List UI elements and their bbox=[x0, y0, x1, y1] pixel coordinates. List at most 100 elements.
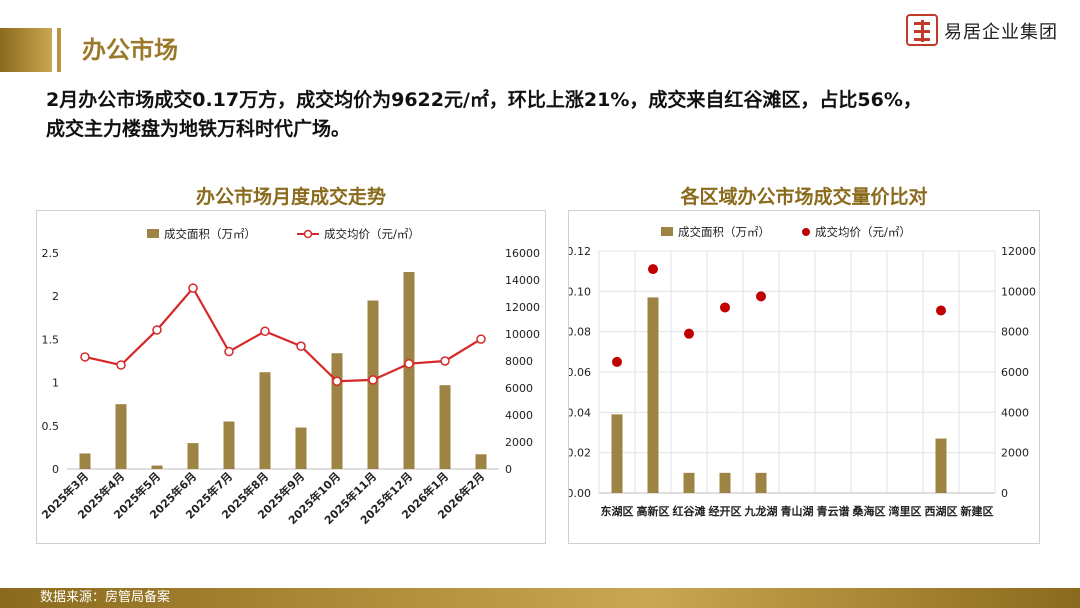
chart1-price-point bbox=[476, 334, 486, 344]
chart1-price-point bbox=[332, 376, 342, 386]
chart1-title: 办公市场月度成交走势 bbox=[195, 186, 386, 208]
chart1-y-left-tick: 0 bbox=[52, 463, 59, 476]
chart2-x-tick: 西湖区 bbox=[925, 504, 958, 518]
chart1-price-point bbox=[440, 356, 450, 366]
chart1-y-left-tick: 1 bbox=[52, 377, 59, 390]
chart1-y-right-tick: 16000 bbox=[505, 247, 540, 260]
chart1-price-point bbox=[296, 341, 306, 351]
chart1-y-right-tick: 2000 bbox=[505, 436, 533, 449]
chart1-bar bbox=[223, 421, 235, 469]
chart1-legend-line-label: 成交均价（元/㎡） bbox=[324, 227, 420, 241]
chart1-svg: 成交面积（万㎡） 成交均价（元/㎡） 0 0.5 1 1.5 2 2.5 0 2000 4000 60… bbox=[39, 227, 540, 527]
chart2-x-tick: 红谷滩 bbox=[673, 504, 706, 518]
chart2-price-point bbox=[936, 305, 946, 316]
chart2-price-point bbox=[648, 264, 658, 275]
data-source-note: 数据来源：房管局备案 bbox=[40, 590, 171, 605]
chart2-y-right-tick: 2000 bbox=[1001, 447, 1029, 460]
chart1-bar bbox=[439, 385, 451, 469]
chart2-y-left-tick: 0.00 bbox=[569, 487, 591, 500]
chart1-y-right-tick: 6000 bbox=[505, 382, 533, 395]
chart1-bar bbox=[187, 443, 199, 469]
chart2-y-left-tick: 0.12 bbox=[569, 245, 591, 258]
chart1-bar bbox=[403, 272, 415, 469]
chart2-legend-dot-swatch bbox=[802, 228, 810, 236]
chart2-y-right-tick: 6000 bbox=[1001, 366, 1029, 379]
chart1-bar bbox=[79, 453, 91, 469]
chart1-y-right-tick: 10000 bbox=[505, 328, 540, 341]
chart2-legend-bar-label: 成交面积（万㎡） bbox=[678, 225, 770, 239]
chart1-bar bbox=[367, 300, 379, 469]
chart2-price-point bbox=[720, 302, 730, 313]
chart2-bar bbox=[935, 438, 947, 493]
chart1-bar bbox=[115, 404, 127, 469]
chart2-price-point bbox=[756, 291, 766, 302]
chart1-price-point bbox=[188, 283, 198, 293]
title-accent-decoration bbox=[57, 28, 61, 72]
chart1-panel: 成交面积（万㎡） 成交均价（元/㎡） 0 0.5 1 1.5 2 2.5 0 2000 4000 60… bbox=[36, 210, 546, 544]
chart1-price-point bbox=[152, 325, 162, 335]
chart2-svg: 成交面积（万㎡） 成交均价（元/㎡） 0.00 0.02 0.04 0.06 0.08 0.1… bbox=[567, 225, 1037, 518]
summary-line-2: 成交主力楼盘为地铁万科时代广场。 bbox=[46, 118, 351, 140]
chart2-x-tick: 桑海区 bbox=[852, 504, 886, 518]
page-title: 办公市场 bbox=[82, 36, 178, 64]
chart2-price-point bbox=[684, 328, 694, 339]
chart2-title: 各区域办公市场成交量价比对 bbox=[680, 186, 928, 208]
chart1-y-right-tick: 8000 bbox=[505, 355, 533, 368]
chart1-y-right-tick: 0 bbox=[505, 463, 512, 476]
chart2-x-tick: 新建区 bbox=[961, 504, 994, 518]
chart2-y-left-tick: 0.10 bbox=[569, 285, 591, 298]
chart1-y-left-tick: 1.5 bbox=[42, 333, 60, 346]
logo-text: 易居企业集团 bbox=[944, 22, 1058, 43]
chart1-y-left-tick: 0.5 bbox=[42, 420, 60, 433]
chart1-price-point bbox=[404, 358, 414, 369]
chart1-price-point bbox=[116, 360, 126, 370]
chart2-bar bbox=[683, 472, 695, 493]
chart1-price-point bbox=[368, 375, 378, 385]
summary-text: 2月办公市场成交0.17万方，成交均价为9622元/㎡，环比上涨21%，成交来自… bbox=[46, 86, 1056, 144]
title-bar-decoration bbox=[0, 28, 52, 72]
chart1-price-point bbox=[224, 346, 234, 357]
chart1-y-right-tick: 14000 bbox=[505, 274, 540, 287]
chart2-panel: 成交面积（万㎡） 成交均价（元/㎡） 0.00 0.02 0.04 0.06 0.08 0.1… bbox=[567, 210, 1040, 544]
chart2-x-tick: 经开区 bbox=[709, 504, 742, 518]
chart1-y-right-tick: 4000 bbox=[505, 409, 533, 422]
chart1-bar bbox=[331, 353, 343, 469]
chart2-x-tick: 湾里区 bbox=[889, 504, 922, 518]
chart2-y-right-tick: 12000 bbox=[1001, 245, 1036, 258]
chart1-y-right-tick: 12000 bbox=[505, 301, 540, 314]
chart2-bar bbox=[611, 414, 623, 493]
chart2-x-tick: 青云谱 bbox=[817, 504, 850, 518]
chart2-bar bbox=[755, 472, 767, 493]
chart2-y-left-tick: 0.08 bbox=[569, 326, 591, 339]
chart2-y-left-tick: 0.02 bbox=[569, 447, 591, 460]
chart1-price-point bbox=[260, 326, 270, 337]
chart2-y-right-tick: 4000 bbox=[1001, 406, 1029, 419]
chart1-y-left-tick: 2 bbox=[52, 290, 59, 303]
chart2-bar bbox=[719, 472, 731, 493]
chart1-bar bbox=[259, 372, 271, 469]
company-logo: 易居企业集团 bbox=[906, 14, 1066, 50]
footer-bar bbox=[0, 588, 1080, 608]
chart1-bar bbox=[151, 465, 163, 469]
chart2-bar bbox=[647, 297, 659, 493]
chart2-x-tick: 九龙湖 bbox=[744, 504, 778, 518]
chart1-legend-line-marker bbox=[303, 229, 313, 239]
chart1-legend-bar-label: 成交面积（万㎡） bbox=[164, 227, 256, 241]
chart1-bar bbox=[475, 454, 487, 469]
chart1-legend-bar-swatch bbox=[147, 229, 159, 238]
chart2-price-point bbox=[612, 356, 622, 367]
chart1-price-line bbox=[84, 286, 482, 383]
yiju-seal-icon bbox=[906, 14, 938, 46]
chart2-y-right-tick: 0 bbox=[1001, 487, 1008, 500]
chart2-x-tick: 高新区 bbox=[637, 504, 670, 518]
summary-line-1: 2月办公市场成交0.17万方，成交均价为9622元/㎡，环比上涨21%，成交来自… bbox=[46, 89, 922, 111]
chart2-y-right-tick: 10000 bbox=[1001, 285, 1036, 298]
chart2-legend-dot-label: 成交均价（元/㎡） bbox=[815, 225, 911, 239]
chart1-y-left-tick: 2.5 bbox=[42, 247, 60, 260]
chart2-y-right-tick: 8000 bbox=[1001, 326, 1029, 339]
chart2-legend-bar-swatch bbox=[661, 227, 673, 236]
chart2-y-left-tick: 0.06 bbox=[569, 366, 591, 379]
chart2-y-left-tick: 0.04 bbox=[569, 406, 591, 419]
chart1-price-point bbox=[80, 352, 90, 362]
chart1-bar bbox=[295, 427, 307, 469]
